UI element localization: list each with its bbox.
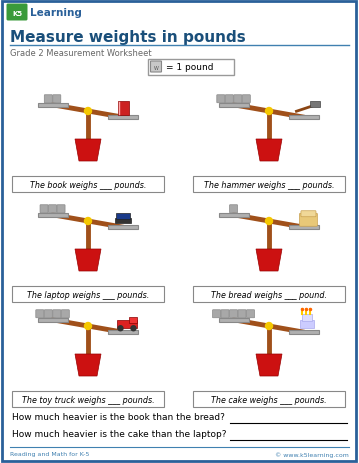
Circle shape <box>84 108 92 115</box>
FancyBboxPatch shape <box>225 95 233 104</box>
FancyBboxPatch shape <box>150 62 162 73</box>
FancyBboxPatch shape <box>289 116 320 120</box>
FancyBboxPatch shape <box>299 214 317 227</box>
FancyBboxPatch shape <box>213 310 220 318</box>
Text: = 1 pound: = 1 pound <box>166 63 214 72</box>
FancyBboxPatch shape <box>217 95 225 104</box>
FancyBboxPatch shape <box>36 310 44 318</box>
Circle shape <box>84 218 92 225</box>
FancyBboxPatch shape <box>311 102 321 108</box>
FancyBboxPatch shape <box>221 310 229 318</box>
FancyBboxPatch shape <box>116 214 130 220</box>
FancyBboxPatch shape <box>289 226 320 230</box>
FancyBboxPatch shape <box>193 391 345 407</box>
Circle shape <box>266 323 272 330</box>
Text: W: W <box>154 65 158 70</box>
FancyBboxPatch shape <box>117 320 137 329</box>
FancyBboxPatch shape <box>12 391 164 407</box>
FancyBboxPatch shape <box>12 287 164 302</box>
Circle shape <box>266 218 272 225</box>
FancyBboxPatch shape <box>61 310 69 318</box>
FancyBboxPatch shape <box>38 104 67 107</box>
Text: Measure weights in pounds: Measure weights in pounds <box>10 30 246 45</box>
FancyBboxPatch shape <box>116 219 131 224</box>
Polygon shape <box>256 140 282 162</box>
Polygon shape <box>75 250 101 271</box>
Text: Grade 2 Measurement Worksheet: Grade 2 Measurement Worksheet <box>10 49 151 58</box>
FancyBboxPatch shape <box>193 287 345 302</box>
Text: The book weighs ___ pounds.: The book weighs ___ pounds. <box>30 181 146 189</box>
FancyBboxPatch shape <box>130 318 137 324</box>
Text: Reading and Math for K-5: Reading and Math for K-5 <box>10 451 89 456</box>
FancyBboxPatch shape <box>148 59 233 75</box>
FancyBboxPatch shape <box>2 2 356 461</box>
FancyBboxPatch shape <box>44 95 52 104</box>
FancyBboxPatch shape <box>219 104 248 107</box>
Text: Learning: Learning <box>30 8 82 18</box>
FancyBboxPatch shape <box>219 318 248 322</box>
FancyBboxPatch shape <box>108 226 139 230</box>
Text: The toy truck weighs ___ pounds.: The toy truck weighs ___ pounds. <box>22 395 154 404</box>
Circle shape <box>131 326 136 331</box>
FancyBboxPatch shape <box>38 318 67 322</box>
FancyBboxPatch shape <box>301 211 316 217</box>
FancyBboxPatch shape <box>229 205 238 213</box>
FancyBboxPatch shape <box>247 310 255 318</box>
Text: The laptop weighs ___ pounds.: The laptop weighs ___ pounds. <box>27 290 149 300</box>
FancyBboxPatch shape <box>302 314 312 322</box>
Circle shape <box>118 326 123 331</box>
FancyBboxPatch shape <box>234 95 242 104</box>
FancyBboxPatch shape <box>229 310 238 318</box>
Text: How much heavier is the cake than the laptop?: How much heavier is the cake than the la… <box>12 429 227 438</box>
FancyBboxPatch shape <box>289 331 320 335</box>
FancyBboxPatch shape <box>53 310 61 318</box>
Polygon shape <box>256 250 282 271</box>
Circle shape <box>266 108 272 115</box>
FancyBboxPatch shape <box>242 95 250 104</box>
Polygon shape <box>75 354 101 376</box>
FancyBboxPatch shape <box>53 95 61 104</box>
Circle shape <box>84 323 92 330</box>
Text: The cake weighs ___ pounds.: The cake weighs ___ pounds. <box>211 395 327 404</box>
Text: The bread weighs ___ pound.: The bread weighs ___ pound. <box>211 290 327 300</box>
Text: K5: K5 <box>12 11 22 17</box>
FancyBboxPatch shape <box>48 205 57 213</box>
FancyBboxPatch shape <box>238 310 246 318</box>
FancyBboxPatch shape <box>193 176 345 193</box>
FancyBboxPatch shape <box>38 213 67 217</box>
FancyBboxPatch shape <box>12 176 164 193</box>
FancyBboxPatch shape <box>40 205 48 213</box>
Text: The hammer weighs ___ pounds.: The hammer weighs ___ pounds. <box>204 181 334 189</box>
Text: © www.k5learning.com: © www.k5learning.com <box>275 451 349 457</box>
FancyBboxPatch shape <box>219 213 248 217</box>
Text: How much heavier is the book than the bread?: How much heavier is the book than the br… <box>12 412 225 421</box>
FancyBboxPatch shape <box>108 116 139 120</box>
Polygon shape <box>75 140 101 162</box>
Polygon shape <box>256 354 282 376</box>
FancyBboxPatch shape <box>44 310 52 318</box>
FancyBboxPatch shape <box>300 320 314 329</box>
FancyBboxPatch shape <box>57 205 65 213</box>
FancyBboxPatch shape <box>118 102 129 116</box>
FancyBboxPatch shape <box>108 331 139 335</box>
FancyBboxPatch shape <box>6 5 28 21</box>
